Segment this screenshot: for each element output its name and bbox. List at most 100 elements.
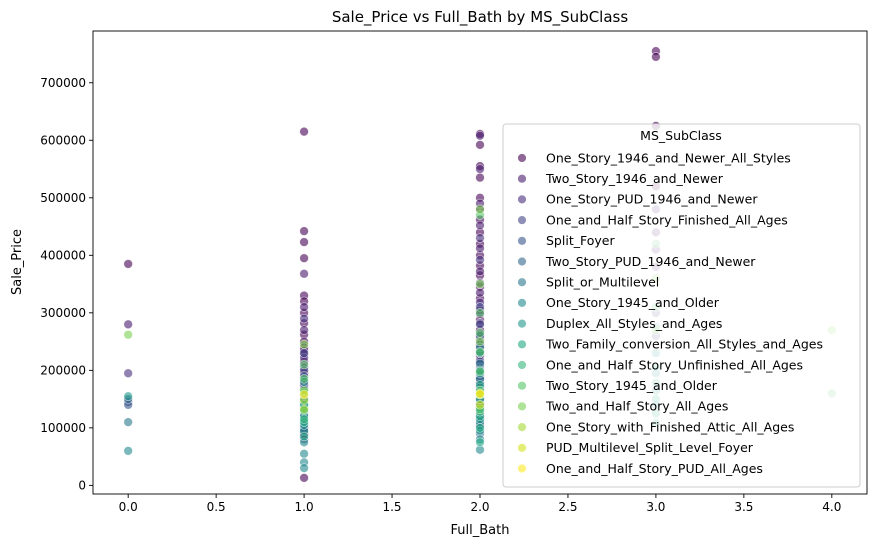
- data-point: [475, 266, 485, 277]
- y-tick-label: 100000: [40, 421, 86, 435]
- data-point: [299, 325, 309, 335]
- legend-label: One_and_Half_Story_Finished_All_Ages: [546, 212, 788, 227]
- legend-marker: [517, 194, 527, 205]
- legend-marker: [517, 422, 527, 432]
- y-tick-label: 200000: [40, 364, 86, 378]
- data-point: [123, 319, 133, 330]
- data-point: [475, 140, 485, 150]
- legend-marker: [517, 318, 527, 329]
- legend-box: [502, 123, 861, 488]
- data-point: [123, 329, 133, 340]
- legend-marker: [517, 443, 527, 453]
- data-point: [299, 237, 309, 247]
- data-point: [299, 359, 309, 370]
- legend-label: PUD_Multilevel_Split_Level_Foyer: [546, 440, 754, 455]
- legend-marker: [517, 463, 527, 474]
- points-layer: [123, 46, 837, 483]
- data-point: [475, 255, 485, 265]
- legend-marker: [517, 360, 527, 370]
- data-point: [299, 473, 309, 483]
- legend-label: Two_Family_conversion_All_Styles_and_Age…: [545, 337, 823, 352]
- data-point: [299, 226, 309, 236]
- x-axis-ticks: 0.0 0.5 1.0 1.5 2.0 2.5 3.0 3.5 4.0: [119, 494, 841, 514]
- legend-label: Two_Story_PUD_1946_and_Newer: [545, 254, 756, 269]
- legend-entry: Split_or_Multilevel: [517, 275, 659, 290]
- data-point: [299, 339, 309, 350]
- legend-marker: [517, 174, 527, 184]
- data-point: [123, 368, 133, 378]
- legend-label: One_Story_1946_and_Newer_All_Styles: [546, 150, 791, 165]
- legend-entry: One_Story_PUD_1946_and_Newer: [517, 192, 758, 207]
- data-point: [651, 52, 661, 62]
- data-point: [475, 388, 485, 399]
- data-point: [475, 347, 485, 357]
- y-tick-label: 400000: [40, 249, 86, 263]
- legend-entry: One_Story_1946_and_Newer_All_Styles: [517, 150, 791, 165]
- legend-entry: Two_Family_conversion_All_Styles_and_Age…: [517, 337, 823, 352]
- legend: MS_SubClass One_Story_1946_and_Newer_All…: [502, 123, 861, 488]
- legend-label: Duplex_All_Styles_and_Ages: [546, 316, 722, 331]
- data-point: [123, 417, 133, 427]
- data-point: [299, 404, 309, 415]
- y-axis-label: Sale_Price: [10, 229, 25, 295]
- legend-entry: One_and_Half_Story_Unfinished_All_Ages: [517, 357, 803, 372]
- chart-title: Sale_Price vs Full_Bath by MS_SubClass: [332, 8, 629, 27]
- data-point: [475, 130, 485, 141]
- legend-label: One_and_Half_Story_PUD_All_Ages: [546, 461, 763, 476]
- data-point: [299, 126, 309, 137]
- data-point: [475, 279, 485, 289]
- legend-entry: Duplex_All_Styles_and_Ages: [517, 316, 722, 331]
- data-point: [475, 319, 485, 330]
- y-tick-label: 500000: [40, 191, 86, 205]
- legend-entry: Two_Story_PUD_1946_and_Newer: [517, 254, 756, 269]
- legend-marker: [517, 256, 527, 267]
- legend-marker: [517, 215, 527, 225]
- legend-entry: One_and_Half_Story_PUD_All_Ages: [517, 461, 763, 476]
- data-point: [299, 374, 309, 384]
- legend-marker: [517, 236, 527, 246]
- legend-label: Two_Story_1946_and_Newer: [545, 171, 724, 186]
- data-point: [123, 446, 133, 456]
- legend-label: Two_and_Half_Story_All_Ages: [545, 399, 728, 414]
- legend-entry: PUD_Multilevel_Split_Level_Foyer: [517, 440, 754, 455]
- x-tick-label: 0.0: [119, 500, 138, 514]
- legend-entry: Two_Story_1945_and_Older: [517, 378, 718, 393]
- x-tick-label: 3.0: [646, 500, 665, 514]
- legend-marker: [517, 277, 527, 287]
- legend-entries: One_Story_1946_and_Newer_All_Styles Two_S…: [517, 150, 823, 476]
- series-15: [299, 388, 485, 400]
- data-point: [475, 288, 485, 298]
- x-tick-label: 0.5: [207, 500, 226, 514]
- data-point: [299, 389, 309, 400]
- x-tick-label: 2.0: [470, 500, 489, 514]
- legend-marker: [517, 153, 527, 163]
- y-tick-label: 600000: [40, 134, 86, 148]
- legend-label: One_Story_PUD_1946_and_Newer: [546, 192, 758, 207]
- legend-entry: One_Story_with_Finished_Attic_All_Ages: [517, 419, 794, 434]
- legend-label: Split_or_Multilevel: [546, 275, 659, 290]
- data-point: [475, 328, 485, 338]
- x-tick-label: 4.0: [822, 500, 841, 514]
- legend-entry: Split_Foyer: [517, 233, 615, 248]
- data-point: [299, 302, 309, 312]
- data-point: [299, 431, 309, 442]
- legend-label: One_and_Half_Story_Unfinished_All_Ages: [546, 357, 803, 372]
- y-tick-label: 300000: [40, 306, 86, 320]
- data-point: [299, 449, 309, 459]
- data-point: [123, 391, 133, 401]
- data-point: [475, 336, 485, 347]
- legend-entry: Two_and_Half_Story_All_Ages: [517, 399, 728, 414]
- data-point: [475, 204, 485, 215]
- data-point: [475, 164, 485, 174]
- legend-entry: Two_Story_1946_and_Newer: [517, 171, 724, 186]
- data-point: [475, 233, 485, 243]
- data-point: [299, 253, 309, 263]
- legend-label: Two_Story_1945_and_Older: [545, 378, 718, 393]
- data-point: [299, 414, 309, 424]
- data-point: [475, 172, 485, 183]
- legend-entry: One_and_Half_Story_Finished_All_Ages: [517, 212, 788, 227]
- data-point: [475, 366, 485, 377]
- data-point: [475, 423, 485, 433]
- data-point: [299, 463, 309, 473]
